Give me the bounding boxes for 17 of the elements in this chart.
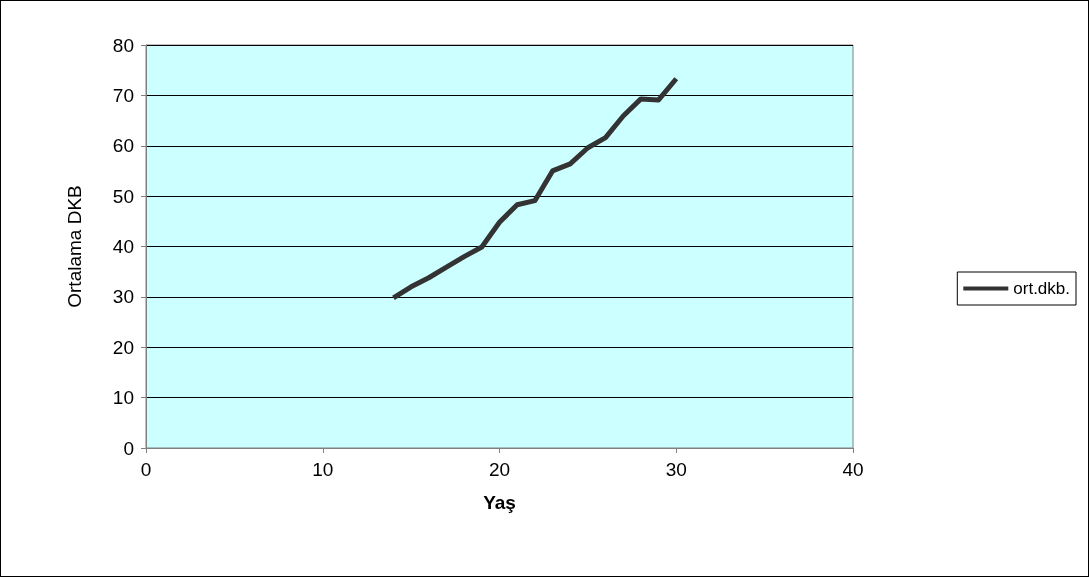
x-tick-label: 10 — [312, 459, 334, 480]
y-tick-label: 0 — [123, 437, 134, 459]
y-tick-label: 50 — [112, 185, 134, 207]
y-tick-label: 80 — [112, 34, 134, 56]
y-tick-label: 30 — [112, 286, 134, 308]
y-tick-label: 40 — [112, 236, 134, 257]
y-tick-label: 10 — [112, 387, 134, 409]
y-tick-label: 60 — [112, 135, 134, 157]
legend-label: ort.dkb. — [1013, 279, 1071, 298]
x-tick-label: 20 — [488, 459, 511, 480]
x-axis-title: Yaş — [483, 492, 516, 513]
x-tick-label: 0 — [140, 459, 152, 480]
y-tick-label: 70 — [112, 84, 134, 106]
y-axis-title: Ortalama DKB — [64, 185, 85, 308]
x-tick-label: 40 — [842, 459, 864, 480]
x-tick-label: 30 — [665, 459, 687, 480]
y-tick-label: 20 — [112, 336, 134, 358]
